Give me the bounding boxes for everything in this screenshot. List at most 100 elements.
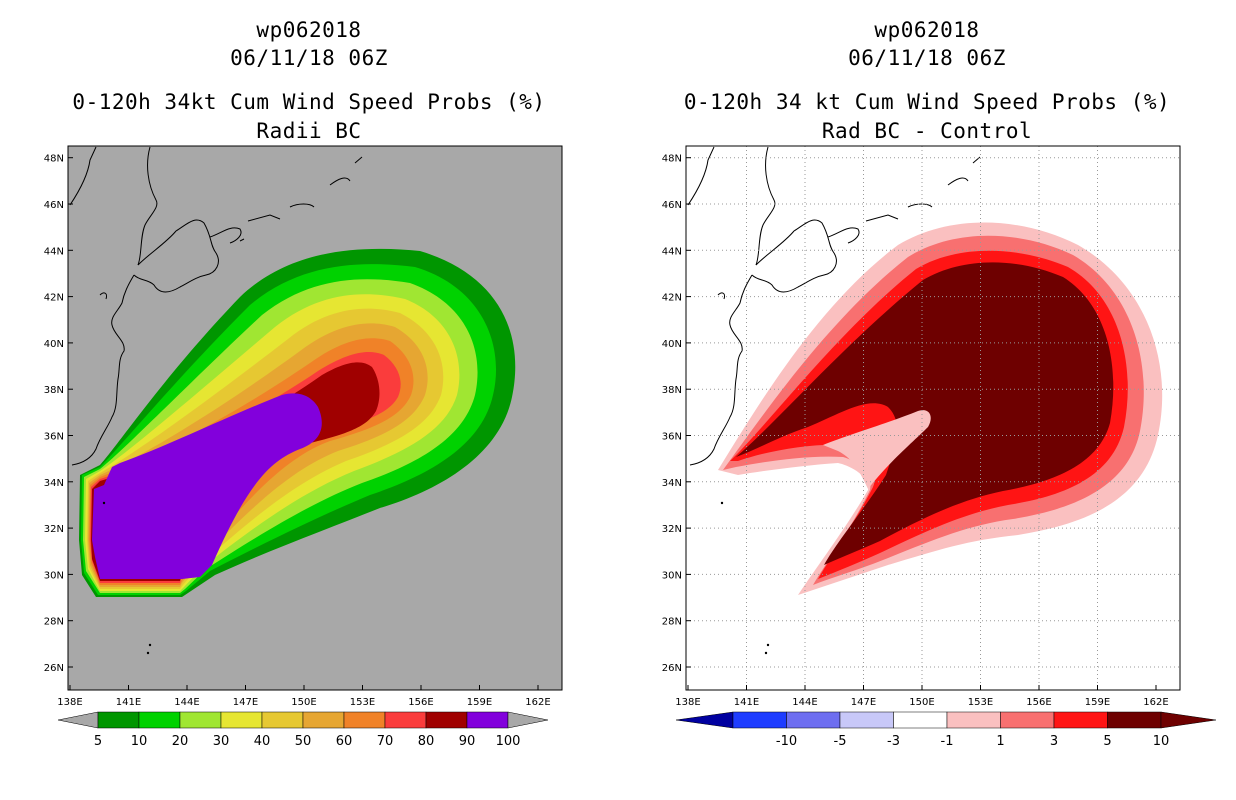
colorbar-label: 10 xyxy=(1153,734,1170,749)
colorbar-swatch xyxy=(261,711,304,729)
coastline xyxy=(69,146,363,466)
island-dot xyxy=(146,651,150,655)
y-tick-label: 40N xyxy=(44,339,64,350)
colorbar-label: 40 xyxy=(254,734,271,749)
colorbar-swatch xyxy=(138,711,181,729)
subtitle: Radii BC xyxy=(256,119,362,143)
colorbar-swatch xyxy=(302,711,345,729)
colorbar-swatch xyxy=(384,711,427,729)
colorbar-swatch xyxy=(179,711,222,729)
y-tick-label: 38N xyxy=(44,385,64,396)
y-tick-label: 32N xyxy=(44,524,64,535)
y-tick-label: 34N xyxy=(662,478,682,489)
y-tick-label: 42N xyxy=(662,293,682,304)
x-axis: 138E 141E 144E 147E 150E 153E 156E 159E 162E xyxy=(57,685,551,708)
colorbar-label: 70 xyxy=(377,734,394,749)
island-dot xyxy=(766,643,770,647)
subtitle: Rad BC - Control xyxy=(821,119,1033,143)
colorbar-swatch xyxy=(1053,711,1108,729)
probability-map: 138E 141E 144E 147E 150E 153E 156E 159E 162E 26N… xyxy=(44,145,563,708)
y-tick-label: 30N xyxy=(662,570,682,581)
colorbar-label: 30 xyxy=(213,734,230,749)
diff-notch xyxy=(823,410,931,489)
x-tick-label: 150E xyxy=(909,697,934,708)
colorbar-swatch xyxy=(732,711,787,729)
y-tick-label: 26N xyxy=(44,663,64,674)
x-tick-label: 141E xyxy=(734,697,759,708)
storm-id-title: wp062018 xyxy=(874,18,980,42)
colorbar-label: -1 xyxy=(941,734,954,749)
colorbar-swatch xyxy=(893,711,948,729)
x-tick-label: 138E xyxy=(675,697,700,708)
prob-contour-90 xyxy=(92,393,322,579)
colorbar-label: 50 xyxy=(295,734,312,749)
storm-id-title: wp062018 xyxy=(256,18,362,42)
colorbar-swatch xyxy=(97,711,140,729)
x-tick-label: 153E xyxy=(968,697,993,708)
colorbar-label: -10 xyxy=(776,734,797,749)
y-tick-label: 44N xyxy=(662,246,682,257)
y-tick-label: 40N xyxy=(662,339,682,350)
x-tick-label: 153E xyxy=(350,697,375,708)
colorbar-end-low xyxy=(57,711,99,729)
island-dot xyxy=(102,501,106,505)
panel-rad-bc-control: wp062018 06/11/18 06Z 0-120h 34 kt Cum W… xyxy=(618,0,1236,800)
colorbar-swatch xyxy=(343,711,386,729)
x-tick-label: 162E xyxy=(1143,697,1168,708)
colorbar-swatch xyxy=(786,711,841,729)
x-axis: 138E 141E 144E 147E 150E 153E 156E 159E 162E xyxy=(675,685,1169,708)
x-tick-label: 141E xyxy=(116,697,141,708)
panel-radii-bc: wp062018 06/11/18 06Z 0-120h 34kt Cum Wi… xyxy=(44,18,563,749)
coastline xyxy=(687,146,981,466)
colorbar-label: 5 xyxy=(94,734,102,749)
x-tick-label: 159E xyxy=(467,697,492,708)
x-tick-label: 159E xyxy=(1085,697,1110,708)
colorbar-label: 80 xyxy=(418,734,435,749)
x-tick-label: 156E xyxy=(1026,697,1051,708)
colorbar-label: 3 xyxy=(1050,734,1058,749)
x-tick-label: 144E xyxy=(174,697,199,708)
colorbar-label: 90 xyxy=(459,734,476,749)
y-tick-label: 36N xyxy=(44,432,64,443)
colorbar-swatch xyxy=(425,711,468,729)
y-tick-label: 38N xyxy=(662,385,682,396)
colorbar-swatch xyxy=(1000,711,1055,729)
colorbar: 5 10 20 30 40 50 60 70 80 90 100 xyxy=(57,711,549,749)
x-tick-label: 156E xyxy=(408,697,433,708)
colorbar-swatch xyxy=(466,711,509,729)
x-tick-label: 162E xyxy=(525,697,550,708)
y-axis: 26N 28N 30N 32N 34N 36N 38N 40N 42N 44N 46N 48N xyxy=(44,154,73,674)
y-axis: 26N 28N 30N 32N 34N 36N 38N 40N 42N 44N 46N 48N xyxy=(662,154,691,674)
colorbar-swatch xyxy=(1107,711,1162,729)
x-tick-label: 150E xyxy=(291,697,316,708)
colorbar-label: 100 xyxy=(496,734,521,749)
colorbar-swatch xyxy=(220,711,263,729)
island-dot xyxy=(148,643,152,647)
y-tick-label: 44N xyxy=(44,246,64,257)
plot-frame xyxy=(685,145,1181,691)
island-dot xyxy=(720,501,724,505)
colorbar-end-high xyxy=(507,711,549,729)
colorbar-label: -3 xyxy=(887,734,900,749)
colorbar-label: -5 xyxy=(834,734,847,749)
product-title: 0-120h 34kt Cum Wind Speed Probs (%) xyxy=(72,90,546,114)
colorbar-end-low xyxy=(675,711,734,729)
colorbar-label: 60 xyxy=(336,734,353,749)
x-tick-label: 147E xyxy=(233,697,258,708)
y-tick-label: 46N xyxy=(44,200,64,211)
colorbar-end-high xyxy=(1160,711,1217,729)
datetime-title: 06/11/18 06Z xyxy=(848,46,1006,70)
y-tick-label: 32N xyxy=(662,524,682,535)
colorbar-swatch xyxy=(946,711,1001,729)
colorbar-label: 1 xyxy=(996,734,1004,749)
island-dot xyxy=(764,651,768,655)
x-tick-label: 138E xyxy=(57,697,82,708)
colorbar-label: 10 xyxy=(131,734,148,749)
colorbar-label: 20 xyxy=(172,734,189,749)
x-tick-label: 144E xyxy=(792,697,817,708)
product-title: 0-120h 34 kt Cum Wind Speed Probs (%) xyxy=(683,90,1171,114)
y-tick-label: 48N xyxy=(44,154,64,165)
colorbar: -10 -5 -3 -1 1 3 5 10 xyxy=(675,711,1217,749)
y-tick-label: 28N xyxy=(662,617,682,628)
y-tick-label: 30N xyxy=(44,570,64,581)
